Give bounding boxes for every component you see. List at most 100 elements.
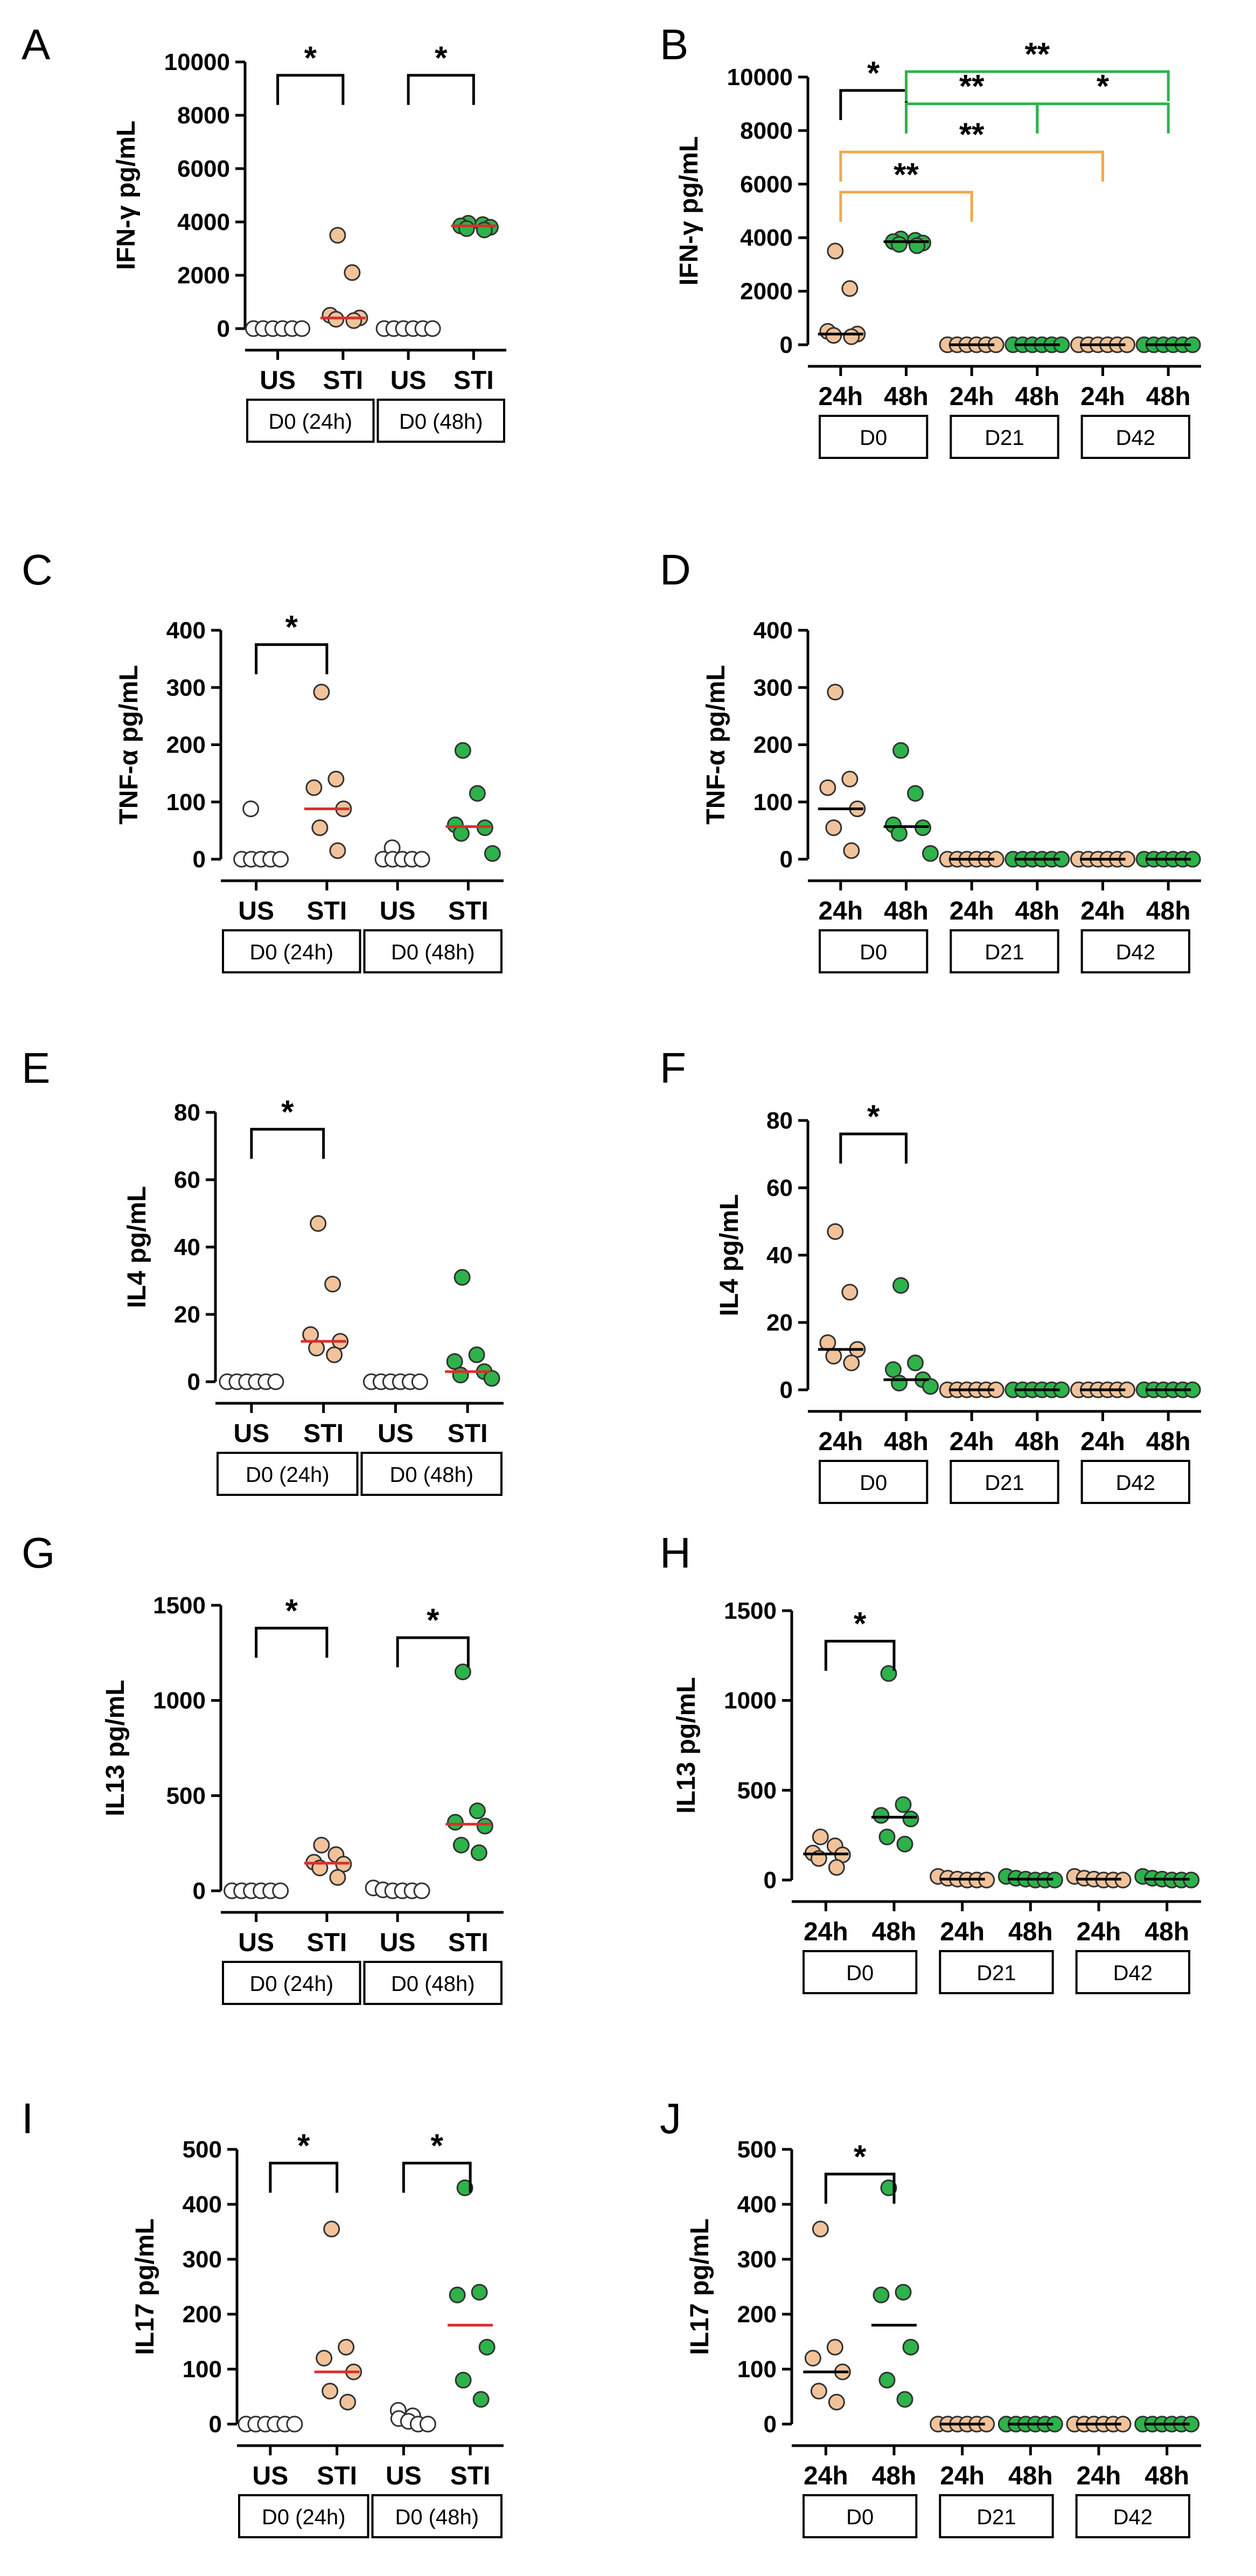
panel-C: C 0 100 200 300 400 TNF-α pg/mL US STI US STI D0 (2… [22,546,504,973]
panel-B: B 0 2000 4000 6000 8000 10000 IFN-γ pg/mL 24h 48h… [660,20,1201,459]
x-tick-label: 48h [884,382,929,411]
data-point [469,785,486,802]
series-0 [233,800,289,868]
x-tick-label: 48h [884,897,929,925]
significance-label: * [281,1094,294,1130]
y-tick-label: 1000 [153,1688,206,1714]
panel-letter: A [22,20,51,68]
data-point [472,2391,490,2408]
group-label: D42 [1113,1961,1153,1985]
data-point [902,2338,919,2356]
y-tick-label: 300 [183,2246,222,2273]
x-tick-label: STI [453,366,494,395]
y-tick-label: 20 [766,1310,793,1336]
data-point [895,2283,912,2301]
group-label: D0 (24h) [249,1972,333,1996]
y-tick-label: 400 [166,617,206,644]
data-point [470,1844,487,1861]
y-tick-label: 400 [183,2191,222,2218]
data-point [313,1836,330,1854]
y-tick-label: 500 [737,2136,777,2163]
data-point [449,2286,466,2303]
y-tick-label: 8000 [177,102,230,129]
group-label: D42 [1116,1471,1155,1495]
x-tick-label: US [260,366,296,395]
series-3 [997,2415,1063,2433]
significance-bracket: ** [839,116,1104,182]
data-point [308,1340,325,1356]
data-point [471,2283,488,2301]
significance-bracket: * [250,1094,325,1159]
y-tick-label: 200 [753,732,793,758]
data-point [841,1284,859,1301]
panel-letter: I [22,2094,33,2142]
series-2 [939,1381,1004,1398]
significance-label: * [304,40,317,76]
group-box [1080,415,1190,459]
group-label: D0 [846,2505,874,2529]
group-box [222,929,361,973]
x-tick-label: 24h [940,2462,985,2490]
y-tick-label: 100 [166,789,206,816]
group-box [360,1452,503,1496]
group-box [222,1961,361,2005]
significance-label: * [1097,68,1110,105]
x-tick-label: US [386,2462,422,2490]
data-point [825,819,842,837]
x-tick-label: 24h [1080,1428,1125,1456]
data-point [896,1835,913,1853]
data-point [812,1828,829,1846]
x-tick-label: 24h [1080,897,1125,925]
x-tick-label: 24h [818,382,863,411]
data-point [454,1663,471,1681]
x-tick-label: STI [448,897,489,925]
y-axis-label: TNF-α pg/mL [115,665,143,824]
y-tick-label: 300 [166,674,206,701]
x-tick-label: 24h [818,1428,863,1456]
y-tick-label: 400 [737,2191,777,2218]
x-tick-label: US [234,1419,270,1448]
data-point [452,825,470,842]
series-2 [930,2415,995,2433]
x-tick-label: STI [317,2462,357,2490]
data-point [329,842,346,859]
x-tick-label: US [238,1928,274,1957]
series-5 [1135,336,1201,353]
group-box [950,415,1059,459]
y-tick-label: 4000 [177,209,230,235]
y-tick-label: 0 [764,2411,777,2438]
group-label: D0 (24h) [262,2505,346,2529]
data-point [455,2371,472,2389]
y-tick-label: 0 [187,1369,200,1395]
data-point [344,264,361,281]
group-label: D0 [860,1471,887,1495]
group-label: D21 [985,426,1024,450]
significance-label: * [427,1602,439,1638]
y-tick-label: 300 [753,674,793,701]
y-tick-label: 2000 [177,262,230,289]
significance-bracket: * [824,2139,896,2204]
significance-bracket: * [276,40,345,105]
data-point [484,845,501,862]
significance-bracket: * [839,55,908,120]
panel-E: E 0 20 40 60 80 IL4 pg/mL US STI US STI D0 (24h) D0 … [22,1044,504,1496]
y-tick-label: 0 [217,316,230,342]
data-point [878,1828,896,1846]
x-tick-label: STI [307,1928,347,1957]
group-label: D0 (48h) [391,941,475,964]
data-point [286,2415,303,2433]
series-1 [314,2220,362,2411]
data-point [413,1882,430,1899]
x-tick-label: 24h [950,897,994,925]
y-tick-label: 0 [780,846,793,873]
panel-letter: J [660,2094,681,2142]
group-box [939,1950,1054,1994]
y-axis-label: IL17 pg/mL [686,2218,714,2355]
data-point [311,819,329,837]
series-0 [238,2415,303,2433]
data-point [329,227,346,244]
panel-letter: G [22,1529,55,1577]
y-tick-label: 0 [764,1867,777,1893]
